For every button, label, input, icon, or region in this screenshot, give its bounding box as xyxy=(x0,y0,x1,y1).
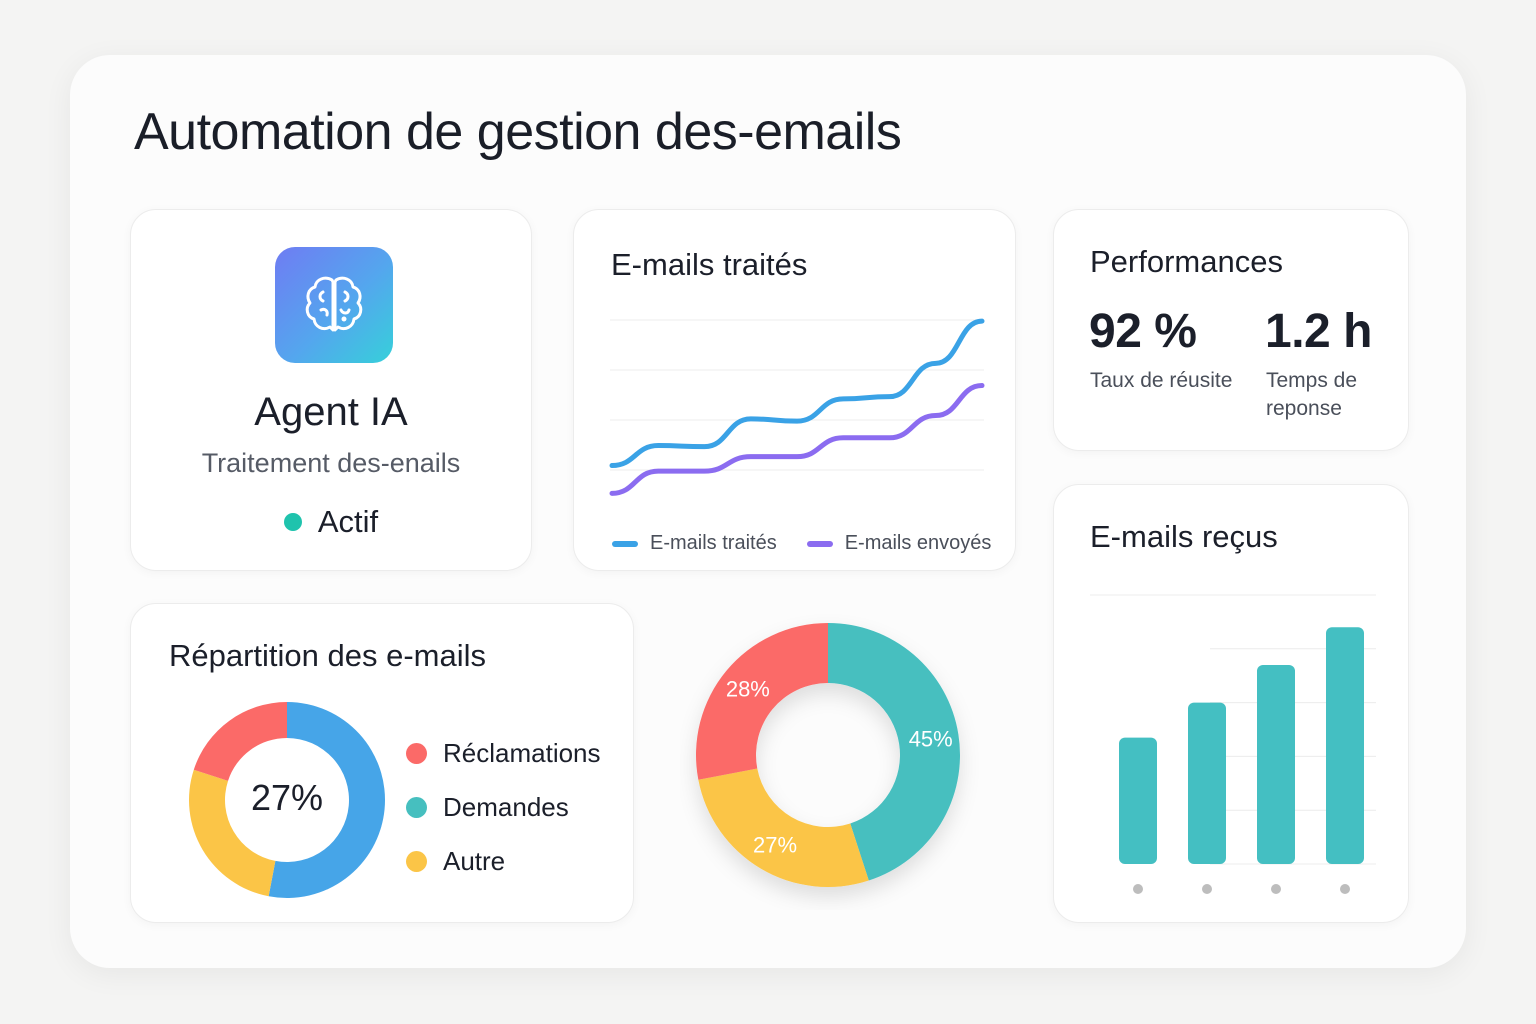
large-donut-slice-45 xyxy=(828,623,960,881)
large-donut-label: 27% xyxy=(753,833,797,858)
bar xyxy=(1326,627,1364,864)
kpi-response-time-label: Temps de reponse xyxy=(1266,369,1358,420)
legend-item-processed: E-mails traités xyxy=(612,532,777,555)
legend-dot-demandes xyxy=(406,796,427,818)
legend-label-processed: E-mails traités xyxy=(650,532,777,554)
distribution-title: Répartition des e-mails xyxy=(169,638,487,673)
legend-dot-autre xyxy=(406,850,427,872)
large-donut-slice-28 xyxy=(696,623,828,780)
bar-axis-dot xyxy=(1133,884,1143,894)
bar-axis-dot xyxy=(1340,884,1350,894)
bar-axis-dot xyxy=(1271,884,1281,894)
page-title: Automation de gestion des-emails xyxy=(134,103,902,161)
bar-chart xyxy=(1090,594,1376,894)
distribution-legend: Réclamations Demandes Autre xyxy=(406,726,601,888)
large-donut-chart: 45% 27% 28% xyxy=(680,610,980,910)
status-label: Actif xyxy=(317,504,379,539)
agent-card[interactable]: Agent IA Traitement des-enails Actif xyxy=(130,209,532,571)
donut-slice-autre xyxy=(189,769,276,897)
kpi-success-rate-label: Taux de réusite xyxy=(1090,369,1233,392)
status-dot-icon xyxy=(283,513,302,531)
emails-received-card[interactable]: E-mails reçus xyxy=(1053,484,1409,923)
agent-status: Actif xyxy=(131,504,531,540)
line-chart xyxy=(609,318,985,496)
large-donut-svg: 45% 27% 28% xyxy=(696,623,960,887)
legend-item-demandes: Demandes xyxy=(406,780,601,834)
legend-swatch-sent xyxy=(806,540,833,547)
legend-item-autre: Autre xyxy=(406,834,601,888)
performance-title: Performances xyxy=(1090,244,1283,279)
agent-subtitle: Traitement des-enails xyxy=(201,448,461,478)
donut-slice-reclamations xyxy=(193,702,287,781)
line-chart-title: E-mails traités xyxy=(611,247,808,282)
bar xyxy=(1257,664,1295,864)
distribution-center-label: 27% xyxy=(250,777,324,818)
legend-label-reclamations: Réclamations xyxy=(443,737,601,768)
legend-item-sent: E-mails envoyés xyxy=(806,532,992,555)
bar-chart-title: E-mails reçus xyxy=(1090,519,1278,554)
kpi-success-rate-value: 92 % xyxy=(1089,305,1197,358)
legend-dot-reclamations xyxy=(406,742,427,764)
donut-slice-demandes xyxy=(268,702,385,898)
emails-processed-card[interactable]: E-mails traités E-mails traités E-mails … xyxy=(573,209,1016,571)
email-distribution-card[interactable]: Répartition des e-mails 27% Réclamations… xyxy=(130,603,634,923)
large-donut-slice-27 xyxy=(698,768,869,887)
bar xyxy=(1188,702,1226,864)
kpi-response-time-value: 1.2 h xyxy=(1265,305,1372,358)
legend-label-demandes: Demandes xyxy=(443,791,569,822)
bar xyxy=(1119,737,1157,864)
large-donut-slices xyxy=(696,623,960,887)
line-chart-legend: E-mails traités E-mails envoyés xyxy=(612,532,991,555)
distribution-donut xyxy=(189,702,385,898)
bar-axis-dot xyxy=(1202,884,1212,894)
legend-item-reclamations: Réclamations xyxy=(406,726,601,780)
performance-card[interactable]: Performances 92 % Taux de réusite 1.2 h … xyxy=(1053,209,1409,451)
legend-label-autre: Autre xyxy=(443,845,506,876)
large-donut-label: 45% xyxy=(909,727,953,752)
brain-icon xyxy=(275,247,393,363)
agent-name: Agent IA xyxy=(254,390,408,434)
line-series-sent xyxy=(609,383,985,496)
large-donut-label: 28% xyxy=(726,677,770,702)
line-series-processed xyxy=(609,318,985,469)
legend-swatch-processed xyxy=(612,540,638,547)
legend-label-sent: E-mails envoyés xyxy=(844,532,992,554)
